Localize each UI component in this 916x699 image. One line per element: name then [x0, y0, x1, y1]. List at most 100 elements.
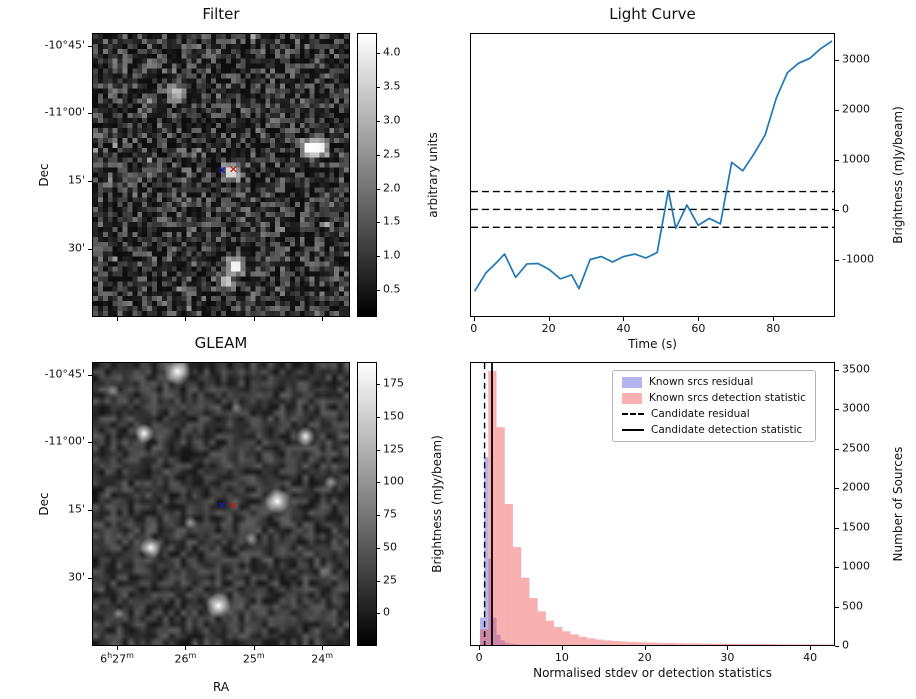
tick-mark: [377, 416, 380, 418]
tick-mark: [835, 259, 839, 261]
tick-label: 4.0: [383, 45, 401, 59]
tick-mark: [835, 448, 839, 450]
tick-label: 0: [842, 638, 849, 652]
tick-mark: [835, 606, 839, 608]
tick-mark: [377, 482, 380, 484]
tick-mark: [253, 317, 255, 321]
tick-label: 6h27m: [100, 651, 134, 666]
tick-label: 2.0: [383, 181, 401, 195]
tick-mark: [623, 317, 625, 321]
tick-mark: [117, 317, 119, 321]
tick-label: -11°00': [44, 106, 86, 120]
tick-mark: [835, 159, 839, 161]
tick-mark: [377, 613, 380, 615]
light-curve-y-axis-label: Brightness (mJy/beam): [891, 106, 905, 244]
tick-mark: [88, 113, 92, 115]
tick-label: 2000: [842, 102, 870, 116]
tick-mark: [835, 369, 839, 371]
tick-mark: [322, 317, 324, 321]
legend-item-candidate-detection: Candidate detection statistic: [622, 424, 806, 436]
legend-item-candidate-residual: Candidate residual: [622, 408, 806, 420]
tick-label: 3000: [842, 52, 870, 66]
tick-label: 0: [475, 651, 483, 664]
tick-mark: [377, 222, 380, 224]
histogram-x-axis-label: Normalised stdev or detection statistics: [533, 666, 772, 680]
gleam-colorbar-label: Brightness (mJy/beam): [430, 435, 444, 573]
candidate-marker-x: ×: [228, 498, 238, 512]
tick-mark: [88, 442, 92, 444]
light-curve-panel: [470, 33, 835, 317]
tick-label: 3.0: [383, 113, 401, 127]
tick-mark: [377, 289, 380, 291]
legend-item-known-residual: Known srcs residual: [622, 376, 806, 388]
gleam-ra-axis-label: RA: [212, 680, 230, 694]
tick-label: 0.5: [383, 282, 401, 296]
tick-mark: [835, 488, 839, 490]
tick-mark: [88, 45, 92, 47]
tick-mark: [377, 547, 380, 549]
light-curve-title: Light Curve: [609, 5, 696, 23]
gleam-title: GLEAM: [194, 334, 248, 352]
filter-title: Filter: [202, 5, 240, 23]
tick-mark: [377, 384, 380, 386]
tick-label: 0: [383, 605, 390, 619]
tick-label: 125: [383, 442, 404, 456]
tick-label: 75: [383, 507, 397, 521]
tick-mark: [377, 580, 380, 582]
tick-mark: [835, 527, 839, 529]
filter-image: [93, 34, 349, 316]
tick-label: 2.5: [383, 147, 401, 161]
candidate-marker-x: ×: [228, 162, 238, 176]
tick-label: 0: [842, 202, 849, 216]
tick-mark: [835, 109, 839, 111]
filter-colorbar-label: arbitrary units: [426, 132, 440, 218]
legend-swatch-known-detection: [622, 392, 642, 404]
tick-mark: [377, 256, 380, 258]
tick-label: 60: [691, 322, 706, 335]
tick-mark: [835, 59, 839, 61]
tick-mark: [644, 646, 646, 650]
tick-mark: [835, 409, 839, 411]
tick-label: 1.0: [383, 248, 401, 262]
tick-label: 10: [554, 651, 569, 664]
tick-mark: [835, 646, 839, 647]
tick-mark: [377, 188, 380, 190]
tick-label: 3.5: [383, 79, 401, 93]
legend-label-candidate-detection: Candidate detection statistic: [651, 424, 803, 436]
tick-label: 15': [67, 173, 85, 187]
legend-swatch-candidate-detection: [622, 429, 644, 431]
tick-label: 15': [67, 502, 85, 516]
tick-mark: [185, 646, 187, 650]
tick-label: 24m: [311, 651, 334, 666]
tick-label: 25: [383, 573, 397, 587]
tick-label: 50: [383, 540, 397, 554]
tick-label: 3000: [842, 402, 870, 416]
tick-label: 80: [766, 322, 781, 335]
tick-label: 150: [383, 409, 404, 423]
tick-mark: [88, 509, 92, 511]
tick-mark: [377, 515, 380, 517]
legend-label-candidate-residual: Candidate residual: [651, 408, 750, 420]
tick-label: 1000: [842, 152, 870, 166]
candidate-marker-x: ×: [217, 163, 227, 177]
tick-label: 40: [803, 651, 818, 664]
filter-dec-axis-label: Dec: [37, 163, 51, 187]
tick-mark: [479, 646, 481, 650]
tick-label: 20: [637, 651, 652, 664]
tick-mark: [773, 317, 775, 321]
tick-mark: [698, 317, 700, 321]
legend: Known srcs residual Known srcs detection…: [612, 370, 816, 442]
tick-mark: [473, 317, 475, 321]
legend-label-known-residual: Known srcs residual: [649, 376, 754, 388]
tick-mark: [377, 87, 380, 89]
tick-mark: [835, 209, 839, 211]
tick-mark: [377, 449, 380, 451]
tick-label: 0: [470, 322, 478, 335]
tick-label: 1500: [842, 520, 870, 534]
tick-mark: [548, 317, 550, 321]
tick-mark: [88, 374, 92, 376]
candidate-marker-x: ×: [217, 498, 227, 512]
tick-label: 26m: [174, 651, 197, 666]
tick-label: 30': [67, 241, 85, 255]
